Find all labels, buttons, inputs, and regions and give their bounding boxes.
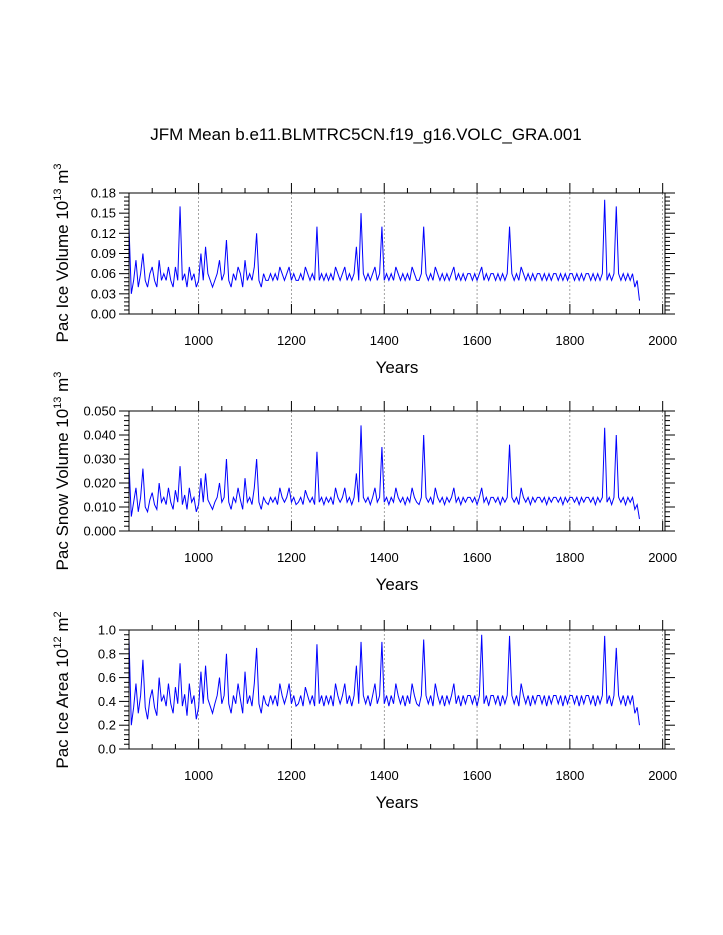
ytick-label: 0.010 — [83, 500, 116, 515]
y-axis-title-part: m — [53, 170, 72, 189]
ytick-label: 0.030 — [83, 452, 116, 467]
series-line-ice-area — [128, 634, 640, 726]
ytick-label: 0.020 — [83, 476, 116, 491]
ytick-label: 0.12 — [91, 226, 116, 241]
xtick-label: 1200 — [277, 333, 306, 348]
y-axis-title-part: 2 — [52, 611, 64, 617]
xtick-label: 1200 — [277, 550, 306, 565]
xtick-label: 1200 — [277, 768, 306, 783]
xtick-label: 2000 — [648, 768, 677, 783]
series-line-snow-volume — [128, 425, 640, 520]
panel-ice-volume: 1000 1200 1400 1600 1800 2000 0.00 0.03 0.06 0.09… — [52, 163, 677, 377]
xtick-label: 1000 — [184, 768, 213, 783]
ytick-label: 0.8 — [98, 646, 116, 661]
x-axis-title: Years — [376, 358, 419, 377]
xtick-label: 1400 — [370, 768, 399, 783]
xtick-label: 1800 — [555, 333, 584, 348]
xtick-label: 1400 — [370, 333, 399, 348]
y-axis-title-part: 13 — [52, 189, 64, 201]
xtick-label: 1800 — [555, 550, 584, 565]
ytick-label: 0.050 — [83, 404, 116, 419]
panel-ice-area: 1000 1200 1400 1600 1800 2000 0.0 0.2 0.4 0.6 0.8 1… — [52, 611, 677, 812]
y-axis-title: Pac Ice Area 1012 m2 — [52, 611, 72, 768]
x-axis-title: Years — [376, 793, 419, 812]
y-axis-title-part: 3 — [52, 372, 64, 378]
xtick-label: 1000 — [184, 333, 213, 348]
xtick-label: 2000 — [648, 550, 677, 565]
y-axis-title-part: Pac Snow Volume 10 — [53, 409, 72, 571]
ytick-label: 0.000 — [83, 524, 116, 539]
xtick-label: 1600 — [463, 333, 492, 348]
y-axis-title-part: m — [53, 378, 72, 397]
chart-panels: 1000 1200 1400 1600 1800 20000.000.030.060.09… — [52, 163, 677, 812]
ytick-label: 0.0 — [98, 742, 116, 757]
xtick-label: 1600 — [463, 550, 492, 565]
plot-frame — [128, 629, 666, 750]
ytick-label: 0.03 — [91, 286, 116, 301]
xtick-label: 1600 — [463, 768, 492, 783]
panel-snow-volume: 1000 1200 1400 1600 1800 2000 0.000 0.010 0.020 0… — [52, 372, 677, 594]
ytick-label: 0.040 — [83, 428, 116, 443]
plot-frame — [128, 192, 666, 315]
x-axis-title: Years — [376, 575, 419, 594]
xtick-label: 1800 — [555, 768, 584, 783]
chart-title: JFM Mean b.e11.BLMTRC5CN.f19_g16.VOLC_GR… — [150, 125, 582, 144]
y-axis-title-part: Pac Ice Volume 10 — [53, 201, 72, 343]
ytick-label: 0.15 — [91, 206, 116, 221]
ytick-label: 0.6 — [98, 670, 116, 685]
ytick-label: 0.18 — [91, 186, 116, 201]
y-axis-title-part: 3 — [52, 163, 64, 169]
xtick-label: 1000 — [184, 550, 213, 565]
y-axis-title-part: 13 — [52, 397, 64, 409]
ytick-label: 0.06 — [91, 266, 116, 281]
y-axis-title: Pac Ice Volume 1013 m3 — [52, 163, 72, 342]
y-axis-title-part: m — [53, 617, 72, 636]
plot-frame — [128, 410, 666, 532]
y-axis-title-part: 12 — [52, 636, 64, 648]
ytick-label: 0.4 — [98, 694, 116, 709]
xtick-label: 2000 — [648, 333, 677, 348]
ytick-label: 0.09 — [91, 246, 116, 261]
ytick-label: 0.00 — [91, 307, 116, 322]
ytick-label: 1.0 — [98, 623, 116, 638]
series-line-ice-volume — [128, 199, 640, 301]
y-axis-title-part: Pac Ice Area 10 — [53, 649, 72, 769]
xtick-label: 1400 — [370, 550, 399, 565]
ytick-label: 0.2 — [98, 718, 116, 733]
y-axis-title: Pac Snow Volume 1013 m3 — [52, 372, 72, 571]
